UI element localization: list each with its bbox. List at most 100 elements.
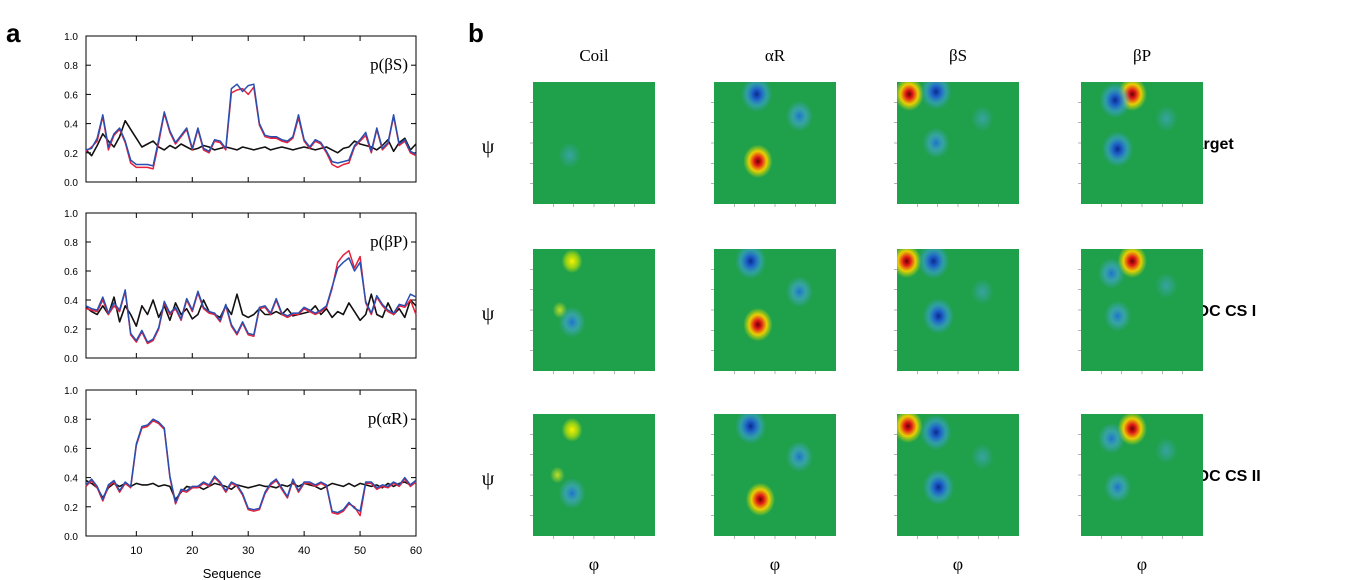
y-tick-label: 0.6 [64,90,78,101]
heatmap-cell [711,82,836,207]
density-blob [561,249,583,274]
density-blob [1154,105,1178,132]
plot-label: p(αR) [368,409,408,428]
line-plot-3: 0.0 0.2 0.4 0.6 0.8 1.0 10 20 30 40 50 60 p(αR) [64,386,422,557]
psi-axis-label: ψ [482,136,495,158]
y-tick-label: 1.0 [64,386,78,397]
panel-b-letter: b [468,18,484,48]
series-line-3 [85,83,417,167]
column-label: βP [1133,46,1151,65]
y-tick-label: 0.4 [64,296,78,307]
y-tick-label: 0.8 [64,415,78,426]
density-blob [1097,422,1126,454]
y-tick-label: 0.6 [64,267,78,278]
y-tick-label: 0.6 [64,444,78,455]
density-blob [1154,437,1178,464]
psi-axis-label: ψ [482,303,495,325]
density-blob [897,414,923,443]
density-blob [922,298,955,335]
column-label: Coil [579,46,609,65]
density-blob [745,482,776,517]
density-blob [785,100,814,132]
y-tick-label: 1.0 [64,32,78,43]
phi-axis-label: φ [1137,554,1147,574]
y-tick-label: 0.0 [64,178,78,189]
density-blob [922,469,955,506]
phi-axis-label: φ [589,554,599,574]
series-line-3 [85,418,417,514]
x-tick-label: 50 [354,545,366,557]
density-blob [970,278,994,305]
series-line-1 [85,119,417,157]
y-tick-label: 0.4 [64,120,78,131]
density-blob [917,249,950,280]
density-blob [922,127,950,159]
phi-axis-label: φ [953,554,963,574]
heatmap-cell [530,414,655,539]
density-blob [920,414,952,451]
plot-frame [85,389,417,537]
heatmap-cell [894,414,1019,539]
panel-a: 0.0 0.2 0.4 0.6 0.8 1.0 p(βS) 0.0 0.2 0.4 0.6 0.8 1.… [64,32,422,557]
y-tick-label: 0.8 [64,238,78,249]
density-blob [1103,471,1132,503]
heatmap-cell [530,249,655,374]
density-blob [1097,257,1126,289]
density-blob [970,105,994,132]
x-tick-label: 60 [410,545,422,557]
line-plot-2: 0.0 0.2 0.4 0.6 0.8 1.0 p(βP) [64,209,417,365]
x-tick-label: 30 [242,545,254,557]
density-blob [558,142,582,169]
heatmap-background [714,82,836,204]
density-blob [1103,300,1132,332]
heatmap-cell [894,249,1019,374]
density-blob [920,82,952,110]
heatmap-cell [894,82,1019,207]
line-plot-1: 0.0 0.2 0.4 0.6 0.8 1.0 p(βS) [64,32,417,189]
density-blob [743,144,773,179]
panel-a-letter: a [6,18,21,48]
y-tick-label: 0.8 [64,61,78,72]
density-blob [897,249,922,278]
y-tick-label: 0.2 [64,149,78,160]
column-label: βS [949,46,967,65]
row-label: RDC CS I [1186,303,1256,320]
heatmap-background [533,82,655,204]
density-blob [897,82,924,111]
y-tick-label: 1.0 [64,209,78,220]
y-tick-label: 0.2 [64,503,78,514]
density-blob [558,306,586,338]
x-tick-label: 10 [130,545,142,557]
density-blob [740,82,773,113]
phi-axis-label: φ [770,554,780,574]
heatmap-cell [711,249,836,374]
density-blob [1101,131,1134,168]
plot-frame [85,35,417,183]
heatmap-background [714,249,836,371]
density-blob [785,441,814,473]
heatmap-cell [711,414,836,539]
density-blob [785,276,814,308]
heatmap-background [714,414,836,536]
density-blob [743,307,773,342]
density-blob [550,466,565,484]
y-tick-label: 0.0 [64,354,78,365]
density-blob [1099,82,1131,119]
heatmap-cell [1078,414,1203,539]
series-line-3 [85,257,417,343]
y-tick-label: 0.4 [64,474,78,485]
heatmap-cell [530,82,655,207]
heatmap-cell [1078,249,1203,374]
series-line-1 [85,293,417,327]
plot-label: p(βS) [370,55,408,74]
series-line-2 [85,86,417,170]
x-tick-label: 40 [298,545,310,557]
density-blob [970,443,994,470]
column-label: αR [765,46,786,65]
density-blob [734,414,767,445]
plot-label: p(βP) [370,232,408,251]
psi-axis-label: ψ [482,468,495,490]
row-label: RDC CS II [1186,468,1261,485]
